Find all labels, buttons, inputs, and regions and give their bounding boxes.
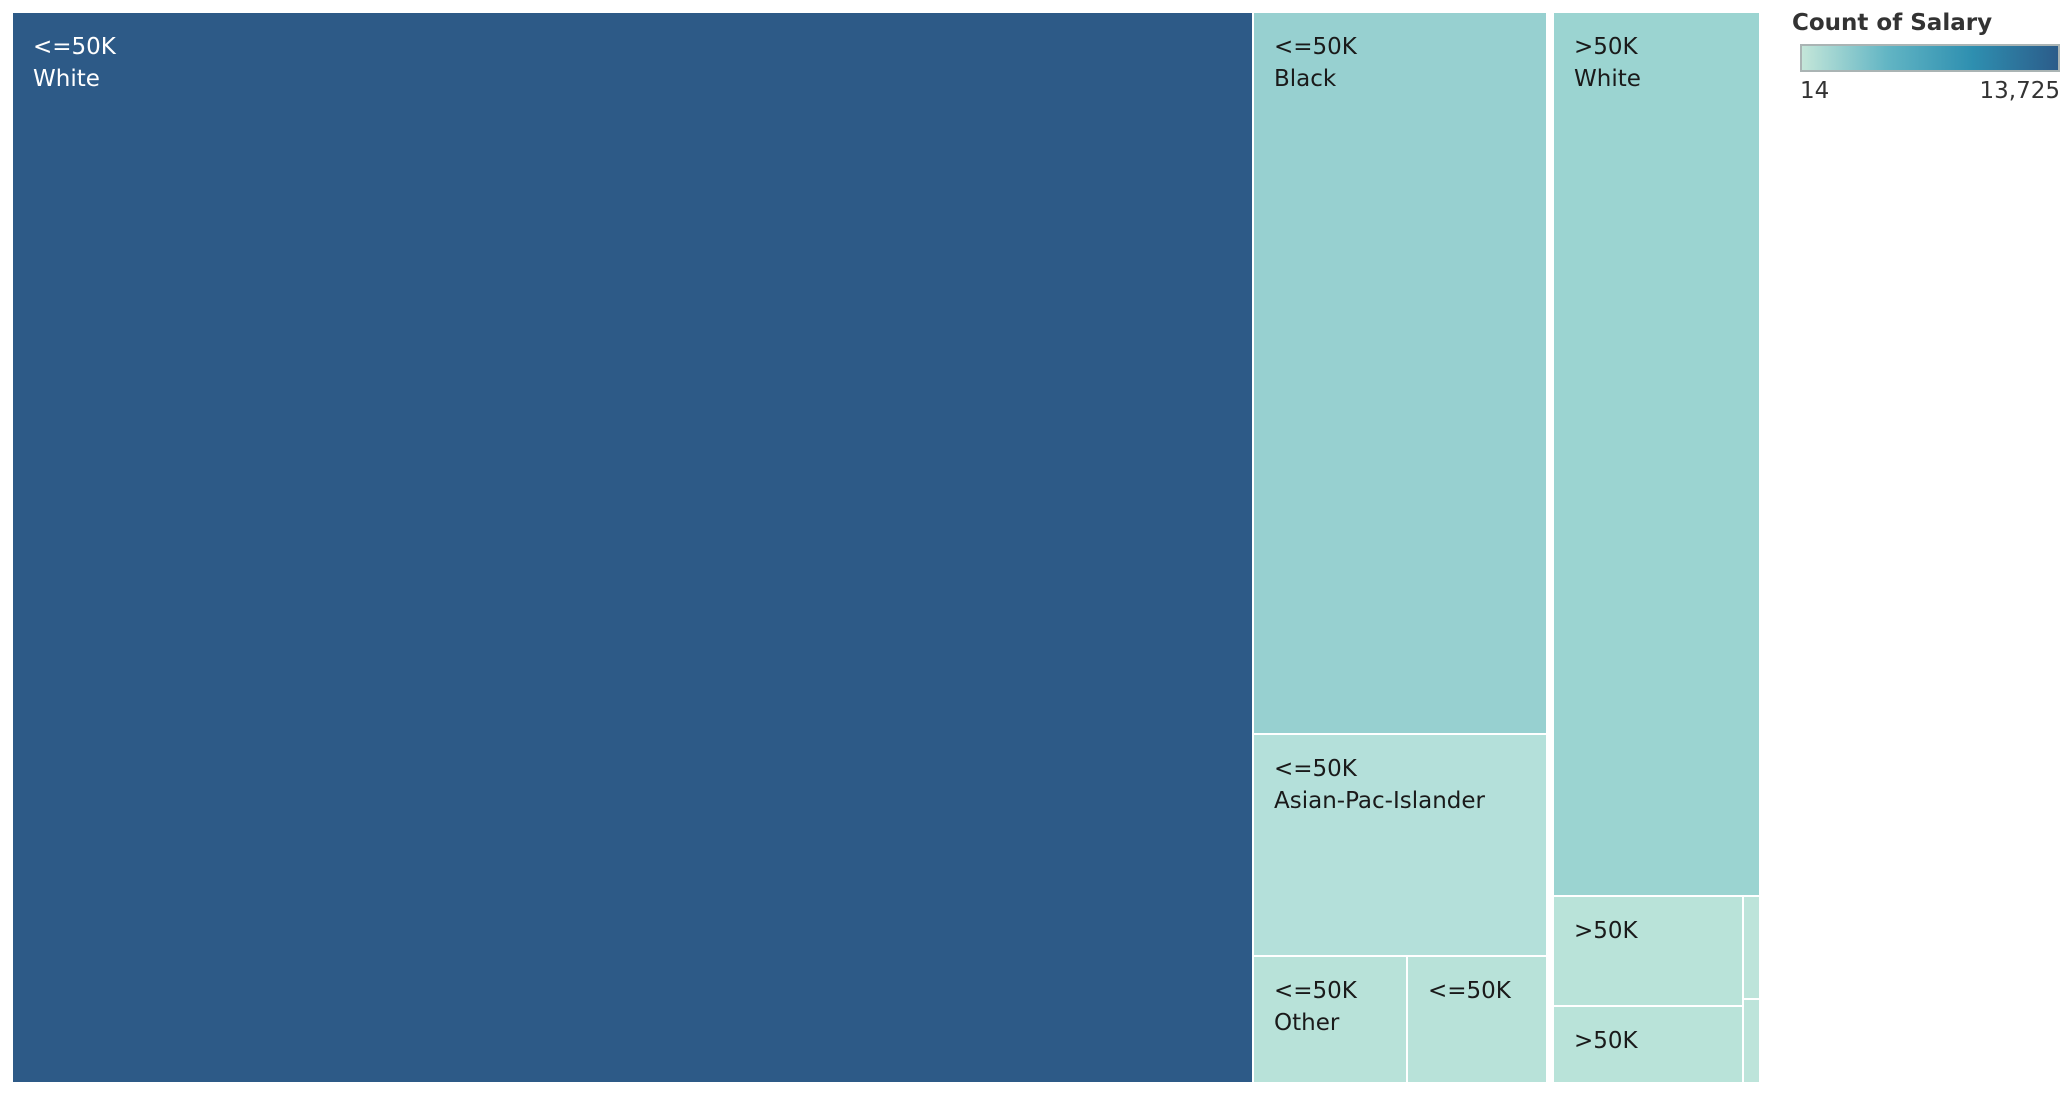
cell-race-label: White [1574,66,1641,92]
legend-ticks: 14 13,725 [1800,78,2060,108]
treemap-cell[interactable]: <=50K Asian-Pac-Islander [1254,735,1546,955]
cell-salary-label: <=50K [1428,978,1511,1004]
cell-salary-label: >50K [1574,1028,1638,1054]
color-legend: Count of Salary 14 13,725 [1790,10,2060,108]
cell-label: >50K White [1574,31,1641,95]
treemap-cell[interactable] [1744,897,1759,998]
treemap-cell[interactable] [1744,1000,1759,1082]
cell-label: <=50K [1428,975,1511,1007]
cell-race-label: Asian-Pac-Islander [1274,788,1485,814]
cell-salary-label: <=50K [1274,34,1357,60]
treemap-cell[interactable]: >50K [1554,897,1742,1005]
cell-race-label: Black [1274,66,1337,92]
treemap-cell[interactable]: >50K [1554,1007,1742,1082]
legend-gradient-bar [1800,44,2060,72]
cell-salary-label: >50K [1574,34,1638,60]
cell-label: <=50K Other [1274,975,1357,1039]
treemap-cell[interactable]: >50K White [1554,13,1759,895]
treemap-cell[interactable]: <=50K Black [1254,13,1546,733]
legend-max-label: 13,725 [1979,78,2060,104]
cell-salary-label: <=50K [1274,756,1357,782]
treemap-cell[interactable]: <=50K White [13,13,1252,1082]
legend-min-label: 14 [1800,78,1830,104]
cell-salary-label: <=50K [1274,978,1357,1004]
cell-salary-label: >50K [1574,918,1638,944]
cell-label: >50K [1574,1025,1638,1057]
cell-label: <=50K White [33,31,116,95]
legend-title: Count of Salary [1792,10,1993,36]
cell-label: <=50K Asian-Pac-Islander [1274,753,1485,817]
cell-race-label: White [33,66,100,92]
treemap-cell[interactable]: <=50K Other [1254,957,1406,1082]
cell-label: >50K [1574,915,1638,947]
cell-salary-label: <=50K [33,34,116,60]
cell-label: <=50K Black [1274,31,1357,95]
treemap: <=50K White <=50K Black <=50K Asian-Pac-Islan… [13,13,1759,1082]
treemap-cell[interactable]: <=50K [1408,957,1546,1082]
cell-race-label: Other [1274,1010,1340,1036]
